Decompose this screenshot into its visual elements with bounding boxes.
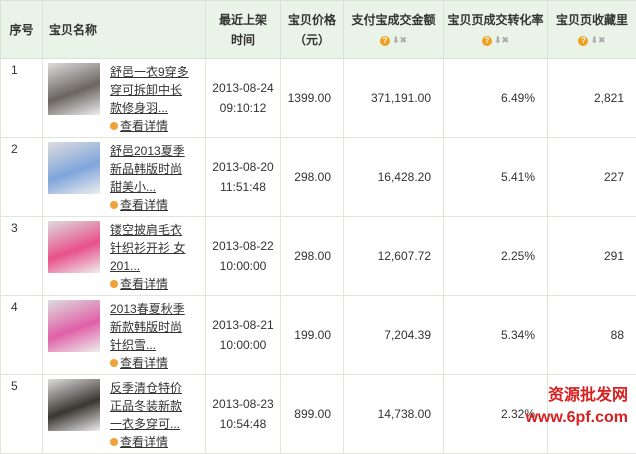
header-time-line2: 时间 xyxy=(231,33,255,47)
price: 1399.00 xyxy=(281,59,344,138)
sort-controls[interactable]: ?⬇✖ xyxy=(345,30,442,50)
view-details-label: 查看详情 xyxy=(120,435,168,449)
listing-clock: 11:51:48 xyxy=(220,180,266,194)
alipay-amount: 14,738.00 xyxy=(344,375,444,454)
help-icon[interactable]: ? xyxy=(578,36,588,46)
price: 298.00 xyxy=(281,138,344,217)
sort-controls[interactable]: ?⬇✖ xyxy=(445,30,546,50)
view-details-label: 查看详情 xyxy=(120,277,168,291)
table-header: 序号 宝贝名称 最近上架时间 宝贝价格（元） 支付宝成交金额?⬇✖ 宝贝页成交转… xyxy=(1,1,636,59)
view-details-label: 查看详情 xyxy=(120,198,168,212)
header-favorites[interactable]: 宝贝页收藏里?⬇✖ xyxy=(548,1,636,59)
header-price-line2: （元） xyxy=(294,33,330,47)
detail-bullet-icon xyxy=(110,122,118,130)
favorites-count: 88 xyxy=(548,296,636,375)
header-favorites-label: 宝贝页收藏里 xyxy=(556,13,628,27)
conversion-rate: 2.25% xyxy=(444,217,548,296)
view-details-link[interactable]: 查看详情 xyxy=(110,433,190,451)
detail-bullet-icon xyxy=(110,359,118,367)
view-details-label: 查看详情 xyxy=(120,119,168,133)
header-index: 序号 xyxy=(1,1,43,59)
conversion-rate: 5.41% xyxy=(444,138,548,217)
listing-clock: 09:10:12 xyxy=(220,101,267,115)
header-amount-label: 支付宝成交金额 xyxy=(351,13,435,27)
listing-clock: 10:00:00 xyxy=(220,338,267,352)
alipay-amount: 16,428.20 xyxy=(344,138,444,217)
detail-bullet-icon xyxy=(110,201,118,209)
product-cell: 反季清仓特价正品冬装新款一衣多穿可... 查看详情 xyxy=(43,375,206,454)
watermark-line1: 资源批发网 xyxy=(525,385,628,407)
listing-time: 2013-08-23 10:54:48 xyxy=(206,375,281,454)
header-conversion[interactable]: 宝贝页成交转化率?⬇✖ xyxy=(444,1,548,59)
header-time-line1: 最近上架 xyxy=(219,13,267,27)
watermark-line2: www.6pf.com xyxy=(525,407,628,429)
sort-down-icon[interactable]: ⬇✖ xyxy=(590,35,605,45)
sort-controls[interactable]: ?⬇✖ xyxy=(549,30,635,50)
conversion-rate: 6.49% xyxy=(444,59,548,138)
conversion-rate: 5.34% xyxy=(444,296,548,375)
product-thumbnail[interactable] xyxy=(48,300,100,352)
view-details-label: 查看详情 xyxy=(120,356,168,370)
row-index: 1 xyxy=(1,59,43,138)
favorites-count: 227 xyxy=(548,138,636,217)
header-amount[interactable]: 支付宝成交金额?⬇✖ xyxy=(344,1,444,59)
detail-bullet-icon xyxy=(110,438,118,446)
row-index: 4 xyxy=(1,296,43,375)
help-icon[interactable]: ? xyxy=(482,36,492,46)
product-cell: 镂空披肩毛衣针织衫开衫 女 201... 查看详情 xyxy=(43,217,206,296)
table-row: 2 舒邑2013夏季新品韩版时尚甜美小... 查看详情 2013-08-20 11:… xyxy=(1,138,636,217)
table-row: 1 舒邑一衣9穿多穿可拆卸中长款修身羽... 查看详情 2013-08-24 09:… xyxy=(1,59,636,138)
view-details-link[interactable]: 查看详情 xyxy=(110,354,190,372)
listing-time: 2013-08-24 09:10:12 xyxy=(206,59,281,138)
detail-bullet-icon xyxy=(110,280,118,288)
listing-time: 2013-08-20 11:51:48 xyxy=(206,138,281,217)
listing-date: 2013-08-20 xyxy=(212,160,273,174)
view-details-link[interactable]: 查看详情 xyxy=(110,196,190,214)
price: 199.00 xyxy=(281,296,344,375)
product-thumbnail[interactable] xyxy=(48,379,100,431)
table-row: 4 2013春夏秋季新款韩版时尚针织雪... 查看详情 2013-08-21 10:… xyxy=(1,296,636,375)
product-title-link[interactable]: 舒邑一衣9穿多穿可拆卸中长款修身羽... xyxy=(110,65,189,115)
product-title-link[interactable]: 镂空披肩毛衣针织衫开衫 女 201... xyxy=(110,223,185,273)
listing-date: 2013-08-21 xyxy=(212,318,273,332)
alipay-amount: 371,191.00 xyxy=(344,59,444,138)
listing-date: 2013-08-22 xyxy=(212,239,273,253)
table-row: 3 镂空披肩毛衣针织衫开衫 女 201... 查看详情 2013-08-22 10:… xyxy=(1,217,636,296)
help-icon[interactable]: ? xyxy=(380,36,390,46)
view-details-link[interactable]: 查看详情 xyxy=(110,275,190,293)
header-price-line1: 宝贝价格 xyxy=(288,13,336,27)
row-index: 5 xyxy=(1,375,43,454)
listing-clock: 10:54:48 xyxy=(220,417,267,431)
listing-clock: 10:00:00 xyxy=(220,259,267,273)
product-thumbnail[interactable] xyxy=(48,142,100,194)
price: 298.00 xyxy=(281,217,344,296)
product-thumbnail[interactable] xyxy=(48,221,100,273)
header-conversion-label: 宝贝页成交转化率 xyxy=(447,13,543,27)
product-cell: 舒邑一衣9穿多穿可拆卸中长款修身羽... 查看详情 xyxy=(43,59,206,138)
view-details-link[interactable]: 查看详情 xyxy=(110,117,190,135)
header-name: 宝贝名称 xyxy=(43,1,206,59)
product-cell: 2013春夏秋季新款韩版时尚针织雪... 查看详情 xyxy=(43,296,206,375)
favorites-count: 291 xyxy=(548,217,636,296)
product-title-link[interactable]: 反季清仓特价正品冬装新款一衣多穿可... xyxy=(110,381,182,431)
listing-time: 2013-08-22 10:00:00 xyxy=(206,217,281,296)
product-title-link[interactable]: 2013春夏秋季新款韩版时尚针织雪... xyxy=(110,302,185,352)
product-cell: 舒邑2013夏季新品韩版时尚甜美小... 查看详情 xyxy=(43,138,206,217)
sort-down-icon[interactable]: ⬇✖ xyxy=(392,35,407,45)
product-thumbnail[interactable] xyxy=(48,63,100,115)
listing-date: 2013-08-23 xyxy=(212,397,273,411)
favorites-count: 2,821 xyxy=(548,59,636,138)
listing-date: 2013-08-24 xyxy=(212,81,273,95)
alipay-amount: 12,607.72 xyxy=(344,217,444,296)
price: 899.00 xyxy=(281,375,344,454)
row-index: 2 xyxy=(1,138,43,217)
header-price: 宝贝价格 （元） xyxy=(281,1,344,59)
alipay-amount: 7,204.39 xyxy=(344,296,444,375)
header-time: 最近上架时间 xyxy=(206,1,281,59)
product-title-link[interactable]: 舒邑2013夏季新品韩版时尚甜美小... xyxy=(110,144,185,194)
listing-time: 2013-08-21 10:00:00 xyxy=(206,296,281,375)
row-index: 3 xyxy=(1,217,43,296)
sort-down-icon[interactable]: ⬇✖ xyxy=(494,35,509,45)
